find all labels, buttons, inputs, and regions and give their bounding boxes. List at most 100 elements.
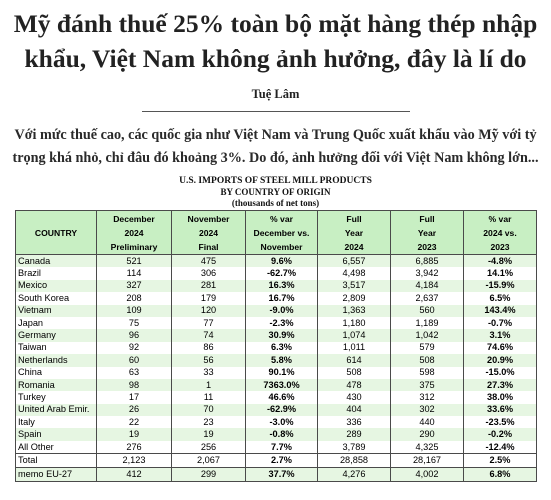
value-cell: 508 xyxy=(317,366,391,379)
table-row: Netherlands 60 56 5.8% 614 508 20.9% xyxy=(15,354,537,367)
value-cell: 6,885 xyxy=(390,254,464,268)
value-cell: 4,276 xyxy=(317,467,391,483)
value-cell: 3,942 xyxy=(390,267,464,280)
value-cell: 27.3% xyxy=(463,378,537,392)
header-line: % var xyxy=(270,213,293,224)
table-row: South Korea 208 179 16.7% 2,809 2,637 6.5% xyxy=(15,292,537,305)
value-cell: 560 xyxy=(390,304,464,317)
value-cell: 96 xyxy=(96,329,172,342)
article-headline: Mỹ đánh thuế 25% toàn bộ mặt hàng thép n… xyxy=(13,9,538,73)
table-row: Germany 96 74 30.9% 1,074 1,042 3.1% xyxy=(15,329,537,342)
value-cell: 614 xyxy=(317,354,391,367)
header-line: November xyxy=(260,241,303,252)
value-cell: 98 xyxy=(96,378,172,392)
value-cell: 312 xyxy=(390,391,464,404)
value-cell: 6.3% xyxy=(245,341,318,355)
value-cell: 9.6% xyxy=(245,254,318,268)
value-cell: 478 xyxy=(317,378,391,392)
value-cell: -12.4% xyxy=(463,440,537,455)
value-cell: 327 xyxy=(96,279,172,293)
table-row: United Arab Emir. 26 70 -62.9% 404 302 33.6% xyxy=(15,403,537,417)
value-cell: -15.0% xyxy=(463,366,537,379)
country-header: COUNTRY xyxy=(15,210,97,255)
value-cell: 281 xyxy=(171,279,246,293)
country-cell: United Arab Emir. xyxy=(15,403,97,417)
value-cell: 28,858 xyxy=(317,453,391,469)
value-cell: 5.8% xyxy=(245,354,318,367)
country-cell: China xyxy=(15,366,97,379)
full-year-2023-header: Full Year 2023 xyxy=(390,210,464,255)
article-sapo: Với mức thuế cao, các quốc gia như Việt … xyxy=(12,127,539,166)
separator-rule xyxy=(142,111,410,112)
country-cell: Japan xyxy=(15,316,97,330)
value-cell: 14.1% xyxy=(463,267,537,280)
value-cell: -15.9% xyxy=(463,279,537,293)
header-line: 2024 xyxy=(198,227,219,238)
value-cell: 2.7% xyxy=(245,453,318,469)
value-cell: 2,123 xyxy=(96,453,172,469)
value-cell: 74 xyxy=(171,329,246,342)
table-row: Vietnam 109 120 -9.0% 1,363 560 143.4% xyxy=(15,304,537,317)
author-byline[interactable]: Tuệ Lâm xyxy=(251,87,300,101)
value-cell: 16.7% xyxy=(245,292,318,305)
country-cell: Romania xyxy=(15,378,97,392)
value-cell: 1 xyxy=(171,378,246,392)
value-cell: 22 xyxy=(96,416,172,429)
value-cell: 256 xyxy=(171,440,246,455)
december-2024-header: December 2024 Preliminary xyxy=(96,210,172,255)
country-cell: Italy xyxy=(15,416,97,429)
value-cell: 2,809 xyxy=(317,292,391,305)
table-row: Canada 521 475 9.6% 6,557 6,885 -4.8% xyxy=(15,254,537,268)
header-line: 2024 xyxy=(124,227,144,238)
value-cell: 598 xyxy=(390,366,464,379)
table-title: U.S. IMPORTS OF STEEL MILL PRODUCTS xyxy=(179,176,372,186)
full-year-2024-header: Full Year 2024 xyxy=(317,210,391,255)
country-cell: Brazil xyxy=(15,267,97,280)
value-cell: 2.5% xyxy=(463,453,537,469)
value-cell: 440 xyxy=(390,416,464,429)
value-cell: -9.0% xyxy=(245,304,318,317)
value-cell: 20.9% xyxy=(463,354,537,367)
country-cell: Turkey xyxy=(15,391,97,404)
value-cell: 26 xyxy=(96,403,172,417)
value-cell: 1,042 xyxy=(390,329,464,342)
table-row: Taiwan 92 86 6.3% 1,011 579 74.6% xyxy=(15,341,537,355)
header-line: 2023 xyxy=(490,241,510,252)
table-row: Mexico 327 281 16.3% 3,517 4,184 -15.9% xyxy=(15,279,537,293)
table-footer: Total 2,123 2,067 2.7% 28,858 28,167 2.5% memo… xyxy=(15,453,537,483)
table-body: Canada 521 475 9.6% 6,557 6,885 -4.8% Brazil 1 14… xyxy=(15,254,537,455)
value-cell: 33.6% xyxy=(463,403,537,417)
value-cell: 4,325 xyxy=(390,440,464,455)
value-cell: 33 xyxy=(171,366,246,379)
value-cell: -23.5% xyxy=(463,416,537,429)
table-unit: (thousands of net tons) xyxy=(231,198,320,208)
value-cell: 1,180 xyxy=(317,316,391,330)
value-cell: 7363.0% xyxy=(245,378,318,392)
header-line: Preliminary xyxy=(110,241,158,252)
value-cell: -4.8% xyxy=(463,254,537,268)
value-cell: 60 xyxy=(96,354,172,367)
value-cell: 46.6% xyxy=(245,391,318,404)
country-cell: memo EU-27 xyxy=(15,467,97,483)
value-cell: 1,011 xyxy=(317,341,391,355)
value-cell: 475 xyxy=(171,254,246,268)
value-cell: 4,184 xyxy=(390,279,464,293)
value-cell: 4,498 xyxy=(317,267,391,280)
value-cell: 77 xyxy=(171,316,246,330)
country-cell: Mexico xyxy=(15,279,97,293)
value-cell: 23 xyxy=(171,416,246,429)
value-cell: 579 xyxy=(390,341,464,355)
value-cell: -62.7% xyxy=(245,267,318,280)
header-line: December xyxy=(113,213,155,224)
header-line: Final xyxy=(198,241,219,252)
value-cell: 412 xyxy=(96,467,172,483)
value-cell: -62.9% xyxy=(245,403,318,417)
country-cell: Taiwan xyxy=(15,341,97,355)
value-cell: 276 xyxy=(96,440,172,455)
country-cell: Netherlands xyxy=(15,354,97,367)
value-cell: 208 xyxy=(96,292,172,305)
value-cell: 17 xyxy=(96,391,172,404)
value-cell: -2.3% xyxy=(245,316,318,330)
table-row: Turkey 17 11 46.6% 430 312 38.0% xyxy=(15,391,537,404)
table-subtitle: BY COUNTRY OF ORIGIN xyxy=(220,187,331,197)
